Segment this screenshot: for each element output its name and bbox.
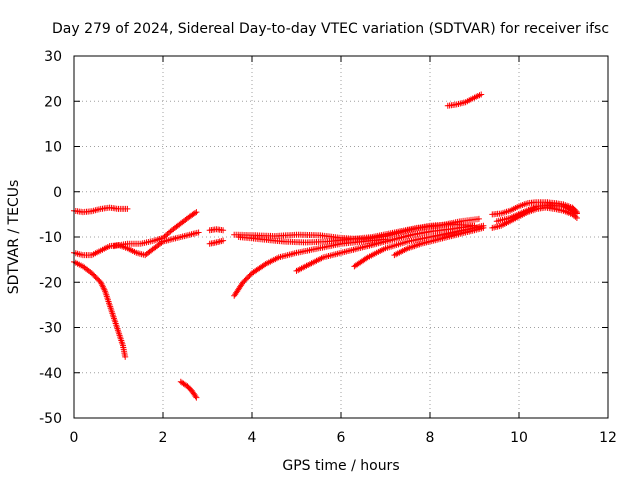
series-markers: [293, 222, 478, 274]
chart-title: Day 279 of 2024, Sidereal Day-to-day VTE…: [52, 21, 609, 37]
y-tick-label: 30: [44, 49, 62, 65]
series-markers: [235, 215, 482, 246]
series-markers: [444, 91, 485, 109]
data-series: [206, 226, 227, 234]
y-tick-label: 10: [44, 140, 62, 156]
series-markers: [177, 378, 200, 401]
series-markers: [71, 204, 131, 216]
data-series: [444, 91, 485, 109]
data-series: [206, 237, 227, 247]
data-series: [493, 202, 580, 225]
y-tick-label: -50: [39, 411, 62, 427]
y-tick-label: -10: [39, 230, 62, 246]
series-markers: [493, 202, 580, 225]
data-series: [391, 224, 487, 259]
data-series: [235, 215, 482, 246]
x-tick-label: 12: [599, 430, 617, 446]
data-series: [71, 204, 131, 216]
series-markers: [391, 224, 487, 259]
data-series: [111, 209, 200, 250]
series-markers: [206, 226, 227, 234]
data-series: [231, 236, 389, 299]
axis-ticks: 0 2 4 6 8 10 12 -50 -40 -30 -20 -10 0 10 20 30: [39, 49, 617, 446]
x-tick-label: 6: [337, 430, 346, 446]
x-tick-label: 10: [510, 430, 528, 446]
y-tick-label: -40: [39, 366, 62, 382]
y-tick-label: -30: [39, 321, 62, 337]
x-tick-label: 0: [70, 430, 79, 446]
x-tick-label: 8: [426, 430, 435, 446]
data-markers: [71, 91, 580, 401]
data-series: [177, 378, 200, 401]
x-tick-label: 2: [159, 430, 168, 446]
data-series: [293, 222, 478, 274]
y-axis-label: SDTVAR / TECUs: [6, 180, 22, 295]
y-tick-label: 20: [44, 94, 62, 110]
x-axis-label: GPS time / hours: [282, 458, 399, 474]
y-tick-label: 0: [53, 185, 62, 201]
series-markers: [206, 237, 227, 247]
x-tick-label: 4: [248, 430, 257, 446]
series-markers: [111, 209, 200, 250]
series-markers: [231, 236, 389, 299]
series-markers: [71, 258, 129, 360]
y-tick-label: -20: [39, 275, 62, 291]
data-series: [71, 258, 129, 360]
